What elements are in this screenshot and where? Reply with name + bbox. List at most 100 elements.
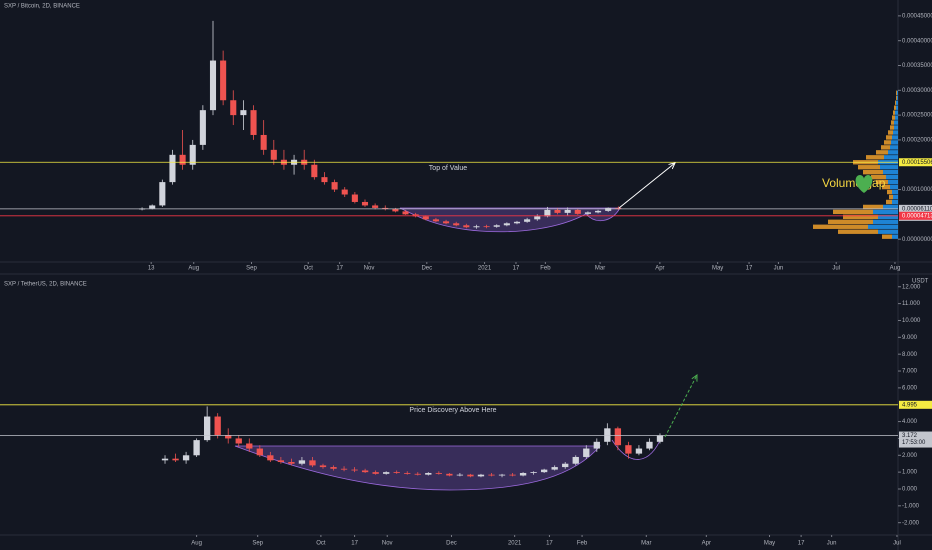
- candle-body: [646, 441, 653, 449]
- y-tick-label: 10.000: [902, 318, 921, 324]
- candle-body: [256, 448, 263, 456]
- x-tick-label: 2021: [508, 541, 522, 547]
- x-tick-label: Jun: [774, 266, 784, 272]
- annotation: Volume gap: [822, 176, 886, 190]
- y-axis-label: USDT: [912, 279, 929, 285]
- candle-body: [392, 208, 399, 212]
- candle-body: [319, 465, 327, 468]
- volume-buy: [868, 224, 898, 229]
- x-tick-label: 17: [546, 541, 553, 547]
- volume-buy: [894, 120, 898, 125]
- candle-body: [534, 216, 541, 220]
- volume-sell: [889, 194, 893, 200]
- candle-body: [572, 456, 579, 464]
- price-badge: [899, 158, 932, 167]
- candle-body: [246, 443, 253, 449]
- candle-body: [615, 207, 622, 209]
- volume-sell: [858, 165, 880, 170]
- y-tick-label: 4.000: [902, 419, 918, 425]
- handle-shape: [611, 435, 663, 460]
- x-tick-label: Dec: [446, 541, 457, 547]
- candle-body: [341, 189, 348, 195]
- candle-body: [446, 473, 453, 476]
- volume-buy: [897, 95, 898, 100]
- volume-sell: [866, 155, 884, 160]
- candle-body: [456, 474, 464, 476]
- candle-body: [311, 164, 318, 178]
- candle-body: [614, 428, 622, 446]
- volume-sell: [838, 229, 878, 234]
- price-badge: [899, 431, 932, 448]
- candle-body: [524, 219, 531, 222]
- volume-buy: [886, 174, 898, 180]
- annotation: Price Discovery Above Here: [409, 407, 496, 414]
- y-tick-label: 0.000: [902, 487, 918, 493]
- candle-body: [493, 225, 500, 227]
- x-tick-label: Sep: [252, 541, 263, 547]
- y-tick-label: -1.000: [902, 503, 920, 509]
- y-tick-label: 0.00000000: [902, 237, 932, 243]
- volume-buy: [893, 130, 898, 135]
- candle-body: [503, 223, 510, 226]
- volume-sell: [895, 100, 896, 105]
- candle-body: [393, 472, 400, 473]
- candle-body: [203, 416, 211, 441]
- volume-buy: [888, 179, 898, 185]
- volume-buy: [883, 204, 898, 210]
- candle-body: [220, 60, 227, 101]
- candle-body: [530, 472, 537, 473]
- y-tick-label: 8.000: [902, 352, 918, 358]
- volume-buy: [895, 110, 898, 115]
- volume-sell: [893, 110, 895, 115]
- projection-arrow: [664, 375, 697, 438]
- candle-body: [412, 214, 419, 217]
- x-tick-label: 17: [746, 266, 753, 272]
- candle-body: [149, 205, 156, 209]
- volume-buy: [891, 140, 898, 145]
- volume-buy: [873, 219, 898, 224]
- y-tick-label: 0.00035000: [902, 63, 932, 69]
- candle-body: [432, 219, 439, 222]
- candle-body: [584, 212, 591, 214]
- candle-body: [422, 216, 429, 220]
- y-tick-label: 11.000: [902, 301, 921, 307]
- candle-body: [404, 472, 411, 474]
- candle-body: [414, 473, 421, 475]
- volume-buy: [883, 170, 898, 175]
- candle-body: [240, 110, 247, 116]
- x-tick-label: Nov: [364, 266, 375, 272]
- volume-buy: [894, 125, 898, 130]
- volume-sell: [887, 189, 892, 195]
- volume-sell: [886, 199, 892, 205]
- candle-body: [544, 209, 551, 217]
- candle-body: [193, 440, 200, 456]
- volume-buy: [873, 209, 898, 215]
- volume-sell: [843, 214, 878, 220]
- volume-sell: [828, 219, 873, 224]
- volume-buy: [888, 150, 898, 155]
- y-tick-label: 12.000: [902, 284, 921, 290]
- volume-buy: [892, 234, 898, 239]
- x-tick-label: Feb: [577, 541, 588, 547]
- price-badge-label: 0.00004713: [902, 213, 932, 219]
- price-badge: [899, 211, 932, 220]
- candle-body: [321, 177, 328, 183]
- x-tick-label: Mar: [595, 266, 605, 272]
- volume-sell: [890, 125, 894, 130]
- y-tick-label: -2.000: [902, 520, 920, 526]
- volume-sell: [813, 224, 868, 229]
- candle-body: [189, 144, 196, 165]
- candle-body: [443, 221, 450, 224]
- candle-body: [277, 460, 285, 463]
- y-tick-label: 7.000: [902, 369, 918, 375]
- candle-body: [498, 474, 506, 476]
- y-tick-label: 1.000: [902, 470, 918, 476]
- y-tick-label: 6.000: [902, 385, 918, 391]
- x-tick-label: Dec: [421, 266, 432, 272]
- candle-body: [340, 468, 348, 470]
- x-tick-label: 17: [336, 266, 343, 272]
- volume-sell: [894, 105, 896, 110]
- candle-body: [593, 441, 600, 449]
